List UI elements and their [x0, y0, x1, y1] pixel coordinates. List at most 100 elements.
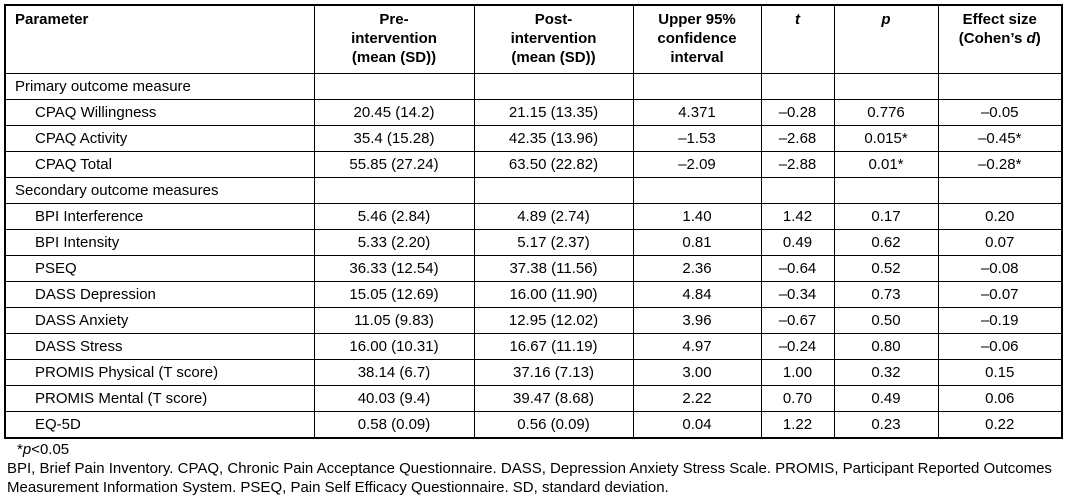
t-cell: –0.67	[760, 307, 835, 334]
effect-size-line1: Effect size	[962, 11, 1037, 28]
pre-mean-cell: 35.4 (15.28)	[313, 125, 475, 152]
empty-cell	[632, 73, 762, 100]
ci-cell: 1.40	[632, 203, 762, 230]
effect-size-d: d	[1026, 30, 1036, 47]
post-mean-cell: 16.00 (11.90)	[473, 281, 634, 308]
parameter-cell: CPAQ Willingness	[4, 99, 315, 126]
p-cell: 0.73	[833, 281, 939, 308]
post-mean-cell: 63.50 (22.82)	[473, 151, 634, 178]
t-cell: –0.24	[760, 333, 835, 360]
col-header-post-intervention: Post- intervention (mean (SD))	[473, 4, 634, 74]
t-cell: 1.42	[760, 203, 835, 230]
p-cell: 0.80	[833, 333, 939, 360]
pre-mean-cell: 38.14 (6.7)	[313, 359, 475, 386]
effect-size-close: )	[1035, 30, 1041, 47]
empty-cell	[313, 73, 475, 100]
section-label: Secondary outcome measures	[4, 177, 315, 204]
post-mean-cell: 4.89 (2.74)	[473, 203, 634, 230]
parameter-cell: PROMIS Mental (T score)	[4, 385, 315, 412]
post-mean-cell: 39.47 (8.68)	[473, 385, 634, 412]
pre-mean-cell: 0.58 (0.09)	[313, 411, 475, 438]
table-row: CPAQ Total 55.85 (27.24) 63.50 (22.82) –…	[4, 151, 1063, 178]
parameter-cell: DASS Stress	[4, 333, 315, 360]
t-cell: 0.70	[760, 385, 835, 412]
table-row: PROMIS Mental (T score) 40.03 (9.4) 39.4…	[4, 385, 1063, 412]
p-cell: 0.17	[833, 203, 939, 230]
p-cell: 0.776	[833, 99, 939, 126]
effect-size-cell: –0.19	[937, 307, 1063, 334]
col-header-p: p	[833, 4, 939, 74]
col-header-pre-intervention: Pre- intervention (mean (SD))	[313, 4, 475, 74]
t-cell: 1.00	[760, 359, 835, 386]
parameter-cell: BPI Interference	[4, 203, 315, 230]
parameter-cell: EQ-5D	[4, 411, 315, 438]
t-cell: –0.34	[760, 281, 835, 308]
post-mean-cell: 37.38 (11.56)	[473, 255, 634, 282]
pre-mean-cell: 11.05 (9.83)	[313, 307, 475, 334]
ci-cell: 0.81	[632, 229, 762, 256]
ci-cell: 4.371	[632, 99, 762, 126]
col-header-confidence-interval: Upper 95% confidence interval	[632, 4, 762, 74]
pre-mean-cell: 15.05 (12.69)	[313, 281, 475, 308]
empty-cell	[937, 177, 1063, 204]
effect-size-cell: 0.22	[937, 411, 1063, 438]
p-cell: 0.62	[833, 229, 939, 256]
table-footnotes: *p<0.05 BPI, Brief Pain Inventory. CPAQ,…	[6, 440, 1058, 497]
effect-size-cell: –0.06	[937, 333, 1063, 360]
post-mean-cell: 42.35 (13.96)	[473, 125, 634, 152]
post-mean-cell: 16.67 (11.19)	[473, 333, 634, 360]
ci-cell: 2.22	[632, 385, 762, 412]
table-row: CPAQ Activity 35.4 (15.28) 42.35 (13.96)…	[4, 125, 1063, 152]
t-cell: –0.64	[760, 255, 835, 282]
effect-size-cell: –0.08	[937, 255, 1063, 282]
table-row: EQ-5D 0.58 (0.09) 0.56 (0.09) 0.04 1.22 …	[4, 411, 1063, 438]
section-row: Primary outcome measure	[4, 73, 1063, 100]
empty-cell	[473, 177, 634, 204]
table-row: PSEQ 36.33 (12.54) 37.38 (11.56) 2.36 –0…	[4, 255, 1063, 282]
post-mean-cell: 0.56 (0.09)	[473, 411, 634, 438]
table-row: BPI Intensity 5.33 (2.20) 5.17 (2.37) 0.…	[4, 229, 1063, 256]
t-cell: –2.68	[760, 125, 835, 152]
parameter-cell: CPAQ Total	[4, 151, 315, 178]
table-row: DASS Stress 16.00 (10.31) 16.67 (11.19) …	[4, 333, 1063, 360]
ci-cell: 3.96	[632, 307, 762, 334]
ci-cell: 4.97	[632, 333, 762, 360]
empty-cell	[313, 177, 475, 204]
effect-size-cell: –0.28*	[937, 151, 1063, 178]
significance-threshold: <0.05	[31, 441, 70, 458]
table-row: DASS Depression 15.05 (12.69) 16.00 (11.…	[4, 281, 1063, 308]
table-row: BPI Interference 5.46 (2.84) 4.89 (2.74)…	[4, 203, 1063, 230]
significance-star: *	[17, 441, 23, 458]
t-cell: –2.88	[760, 151, 835, 178]
section-label: Primary outcome measure	[4, 73, 315, 100]
outcomes-table: Parameter Pre- intervention (mean (SD)) …	[4, 4, 1063, 439]
effect-size-cell: 0.15	[937, 359, 1063, 386]
table-row: CPAQ Willingness 20.45 (14.2) 21.15 (13.…	[4, 99, 1063, 126]
parameter-cell: PSEQ	[4, 255, 315, 282]
empty-cell	[473, 73, 634, 100]
effect-size-cell: –0.05	[937, 99, 1063, 126]
post-mean-cell: 5.17 (2.37)	[473, 229, 634, 256]
pre-mean-cell: 16.00 (10.31)	[313, 333, 475, 360]
empty-cell	[632, 177, 762, 204]
empty-cell	[833, 177, 939, 204]
post-mean-cell: 21.15 (13.35)	[473, 99, 634, 126]
post-mean-cell: 12.95 (12.02)	[473, 307, 634, 334]
ci-cell: 2.36	[632, 255, 762, 282]
ci-cell: –2.09	[632, 151, 762, 178]
pre-mean-cell: 40.03 (9.4)	[313, 385, 475, 412]
pre-mean-cell: 20.45 (14.2)	[313, 99, 475, 126]
effect-size-open: (Cohen’s	[958, 30, 1027, 47]
p-cell: 0.01*	[833, 151, 939, 178]
table-row: DASS Anxiety 11.05 (9.83) 12.95 (12.02) …	[4, 307, 1063, 334]
parameter-cell: DASS Anxiety	[4, 307, 315, 334]
parameter-cell: PROMIS Physical (T score)	[4, 359, 315, 386]
effect-size-cell: –0.45*	[937, 125, 1063, 152]
col-header-parameter: Parameter	[4, 4, 315, 74]
header-row: Parameter Pre- intervention (mean (SD)) …	[4, 4, 1063, 74]
p-cell: 0.52	[833, 255, 939, 282]
t-cell: –0.28	[760, 99, 835, 126]
parameter-cell: BPI Intensity	[4, 229, 315, 256]
p-cell: 0.23	[833, 411, 939, 438]
